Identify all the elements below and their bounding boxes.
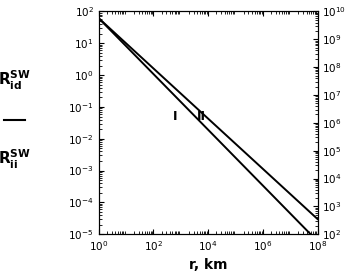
X-axis label: r, km: r, km bbox=[189, 259, 227, 272]
Text: II: II bbox=[197, 110, 206, 123]
Text: I: I bbox=[172, 110, 177, 123]
Text: $\mathbf{R_{id}^{SW}}$: $\mathbf{R_{id}^{SW}}$ bbox=[0, 69, 31, 92]
Text: $\mathbf{R_{ii}^{SW}}$: $\mathbf{R_{ii}^{SW}}$ bbox=[0, 147, 31, 170]
